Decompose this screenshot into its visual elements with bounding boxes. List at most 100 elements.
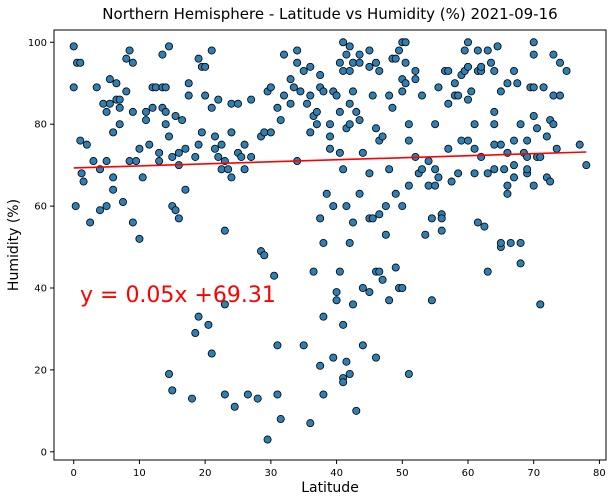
- data-point: [155, 157, 164, 166]
- data-point: [191, 152, 200, 161]
- data-point: [368, 214, 377, 223]
- data-point: [368, 91, 377, 100]
- data-point: [96, 206, 105, 215]
- data-point: [181, 144, 190, 153]
- x-tick-label: 20: [199, 468, 212, 479]
- data-point: [335, 107, 344, 116]
- y-axis-label: Humidity (%): [6, 199, 22, 291]
- data-point: [276, 116, 285, 125]
- data-point: [227, 128, 236, 137]
- data-point: [417, 91, 426, 100]
- data-point: [128, 218, 137, 227]
- data-point: [76, 136, 85, 145]
- data-point: [293, 58, 302, 67]
- data-point: [174, 214, 183, 223]
- data-point: [450, 79, 459, 88]
- data-point: [316, 214, 325, 223]
- data-point: [115, 95, 124, 104]
- data-point: [138, 173, 147, 182]
- y-tick-label: 20: [34, 365, 47, 376]
- data-point: [240, 165, 249, 174]
- data-point: [161, 120, 170, 129]
- data-point: [385, 165, 394, 174]
- data-point: [194, 140, 203, 149]
- data-point: [316, 71, 325, 80]
- data-point: [345, 42, 354, 51]
- data-point: [240, 140, 249, 149]
- data-point: [145, 140, 154, 149]
- data-point: [115, 103, 124, 112]
- axis-ticks: 0 10 20 30 40 50 60 70 80 0 20 40 60 80 100: [28, 38, 606, 479]
- data-point: [463, 38, 472, 47]
- data-point: [536, 152, 545, 161]
- data-point: [227, 173, 236, 182]
- data-point: [401, 79, 410, 88]
- data-point: [102, 202, 111, 211]
- data-point: [513, 79, 522, 88]
- data-point: [293, 46, 302, 55]
- data-point: [447, 177, 456, 186]
- data-point: [536, 300, 545, 309]
- data-point: [503, 189, 512, 198]
- data-point: [89, 157, 98, 166]
- data-point: [325, 132, 334, 141]
- x-tick-label: 30: [264, 468, 277, 479]
- data-point: [375, 66, 384, 75]
- data-point: [224, 165, 233, 174]
- data-point: [444, 144, 453, 153]
- data-point: [575, 140, 584, 149]
- data-point: [391, 189, 400, 198]
- data-point: [385, 91, 394, 100]
- data-point: [404, 120, 413, 129]
- data-point: [375, 210, 384, 219]
- data-point: [322, 189, 331, 198]
- data-point: [503, 79, 512, 88]
- data-point: [273, 341, 282, 350]
- data-point: [463, 62, 472, 71]
- data-point: [128, 107, 137, 116]
- data-point: [348, 87, 357, 96]
- data-point: [556, 58, 565, 67]
- data-point: [164, 42, 173, 51]
- data-point: [454, 169, 463, 178]
- data-point: [99, 99, 108, 108]
- data-point: [220, 226, 229, 235]
- data-point: [355, 58, 364, 67]
- data-point: [549, 50, 558, 59]
- data-point: [490, 107, 499, 116]
- data-point: [128, 58, 137, 67]
- data-point: [490, 120, 499, 129]
- data-point: [496, 87, 505, 96]
- data-point: [168, 152, 177, 161]
- data-point: [207, 349, 216, 358]
- data-point: [411, 75, 420, 84]
- x-tick-label: 0: [71, 468, 77, 479]
- data-point: [210, 144, 219, 153]
- data-point: [309, 267, 318, 276]
- data-point: [230, 402, 239, 411]
- data-point: [348, 218, 357, 227]
- data-point: [332, 296, 341, 305]
- data-point: [404, 136, 413, 145]
- data-point: [247, 95, 256, 104]
- data-point: [404, 369, 413, 378]
- data-point: [437, 214, 446, 223]
- y-tick-label: 40: [34, 284, 47, 295]
- data-point: [122, 54, 131, 63]
- data-point: [365, 46, 374, 55]
- data-point: [431, 120, 440, 129]
- data-point: [135, 234, 144, 243]
- data-point: [345, 238, 354, 247]
- data-point: [161, 83, 170, 92]
- data-point: [184, 79, 193, 88]
- data-point: [401, 58, 410, 67]
- data-point: [365, 62, 374, 71]
- data-point: [342, 357, 351, 366]
- data-point: [332, 288, 341, 297]
- data-point: [434, 83, 443, 92]
- data-point: [398, 202, 407, 211]
- data-point: [345, 120, 354, 129]
- data-point: [217, 165, 226, 174]
- data-point: [191, 329, 200, 338]
- data-point: [417, 165, 426, 174]
